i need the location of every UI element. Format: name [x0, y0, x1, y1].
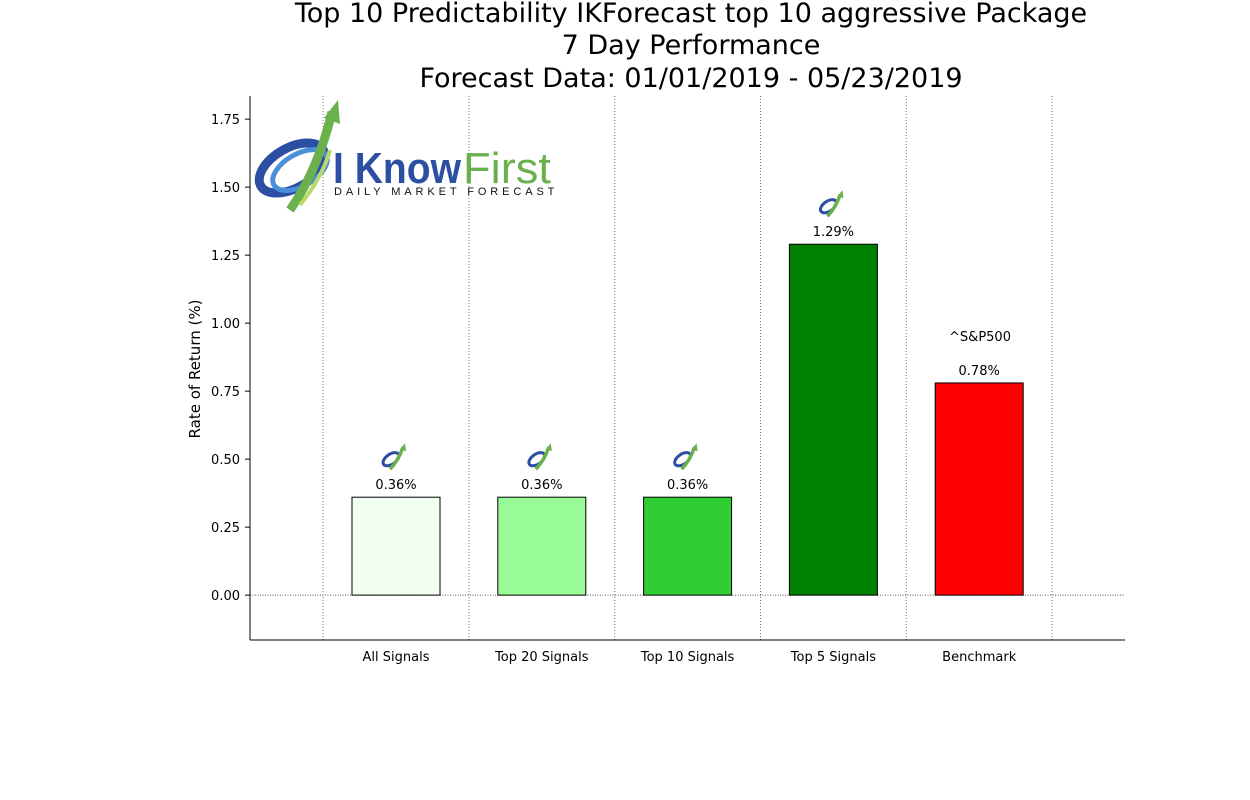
bar-value-label: 0.36%: [375, 478, 416, 493]
y-tick-label: 0.00: [211, 589, 240, 604]
y-tick-label: 1.25: [211, 249, 240, 264]
bar-logo-icon: [673, 443, 698, 471]
grid-layer: [322, 96, 1053, 640]
bar: [934, 382, 1024, 596]
logo-brand-i-know: I Know: [333, 144, 462, 193]
x-tick-label: Top 5 Signals: [790, 650, 876, 665]
y-tick-label: 1.75: [211, 113, 240, 128]
benchmark-annotation: ^S&P500: [949, 330, 1011, 345]
bar: [497, 496, 587, 596]
bars-layer: 0.36% 0.36% 0.36% 1.29% 0.78%: [351, 225, 1024, 596]
bar-value-label: 0.78%: [959, 364, 1000, 379]
y-tick-label: 0.50: [211, 453, 240, 468]
bar-value-label: 1.29%: [813, 225, 854, 240]
axes-layer: All Signals Top 20 Signals Top 10 Signals T…: [211, 96, 1125, 665]
logo-brand-first: First: [463, 144, 551, 193]
bar: [643, 496, 733, 596]
y-tick-label: 0.25: [211, 521, 240, 536]
chart-title-line-2: 7 Day Performance: [561, 30, 821, 61]
logo-tagline: Daily Market Forecast: [334, 186, 556, 198]
bar-logo-icon: [381, 443, 406, 471]
bar-logo-icon: [818, 190, 844, 218]
bar-logo-icon: [527, 443, 552, 471]
bar-logo-icons: [381, 190, 844, 471]
y-tick-label: 0.75: [211, 385, 240, 400]
y-axis-label: Rate of Return (%): [186, 300, 204, 439]
bar-value-label: 0.36%: [521, 478, 562, 493]
x-tick-label: Top 20 Signals: [494, 650, 589, 665]
chart-title-line-1: Top 10 Predictability IKForecast top 10 …: [294, 0, 1088, 29]
x-tick-label: Top 10 Signals: [640, 650, 735, 665]
y-tick-label: 1.00: [211, 317, 240, 332]
x-tick-label: Benchmark: [942, 650, 1017, 665]
bar: [788, 243, 878, 596]
bar-value-label: 0.36%: [667, 478, 708, 493]
bar: [351, 496, 441, 596]
chart-title-line-3: Forecast Data: 01/01/2019 - 05/23/2019: [419, 63, 963, 94]
x-tick-label: All Signals: [363, 650, 430, 665]
y-tick-label: 1.50: [211, 181, 240, 196]
logo-icon: [254, 100, 340, 213]
i-know-first-logo: I Know First Daily Market Forecast: [254, 100, 556, 213]
